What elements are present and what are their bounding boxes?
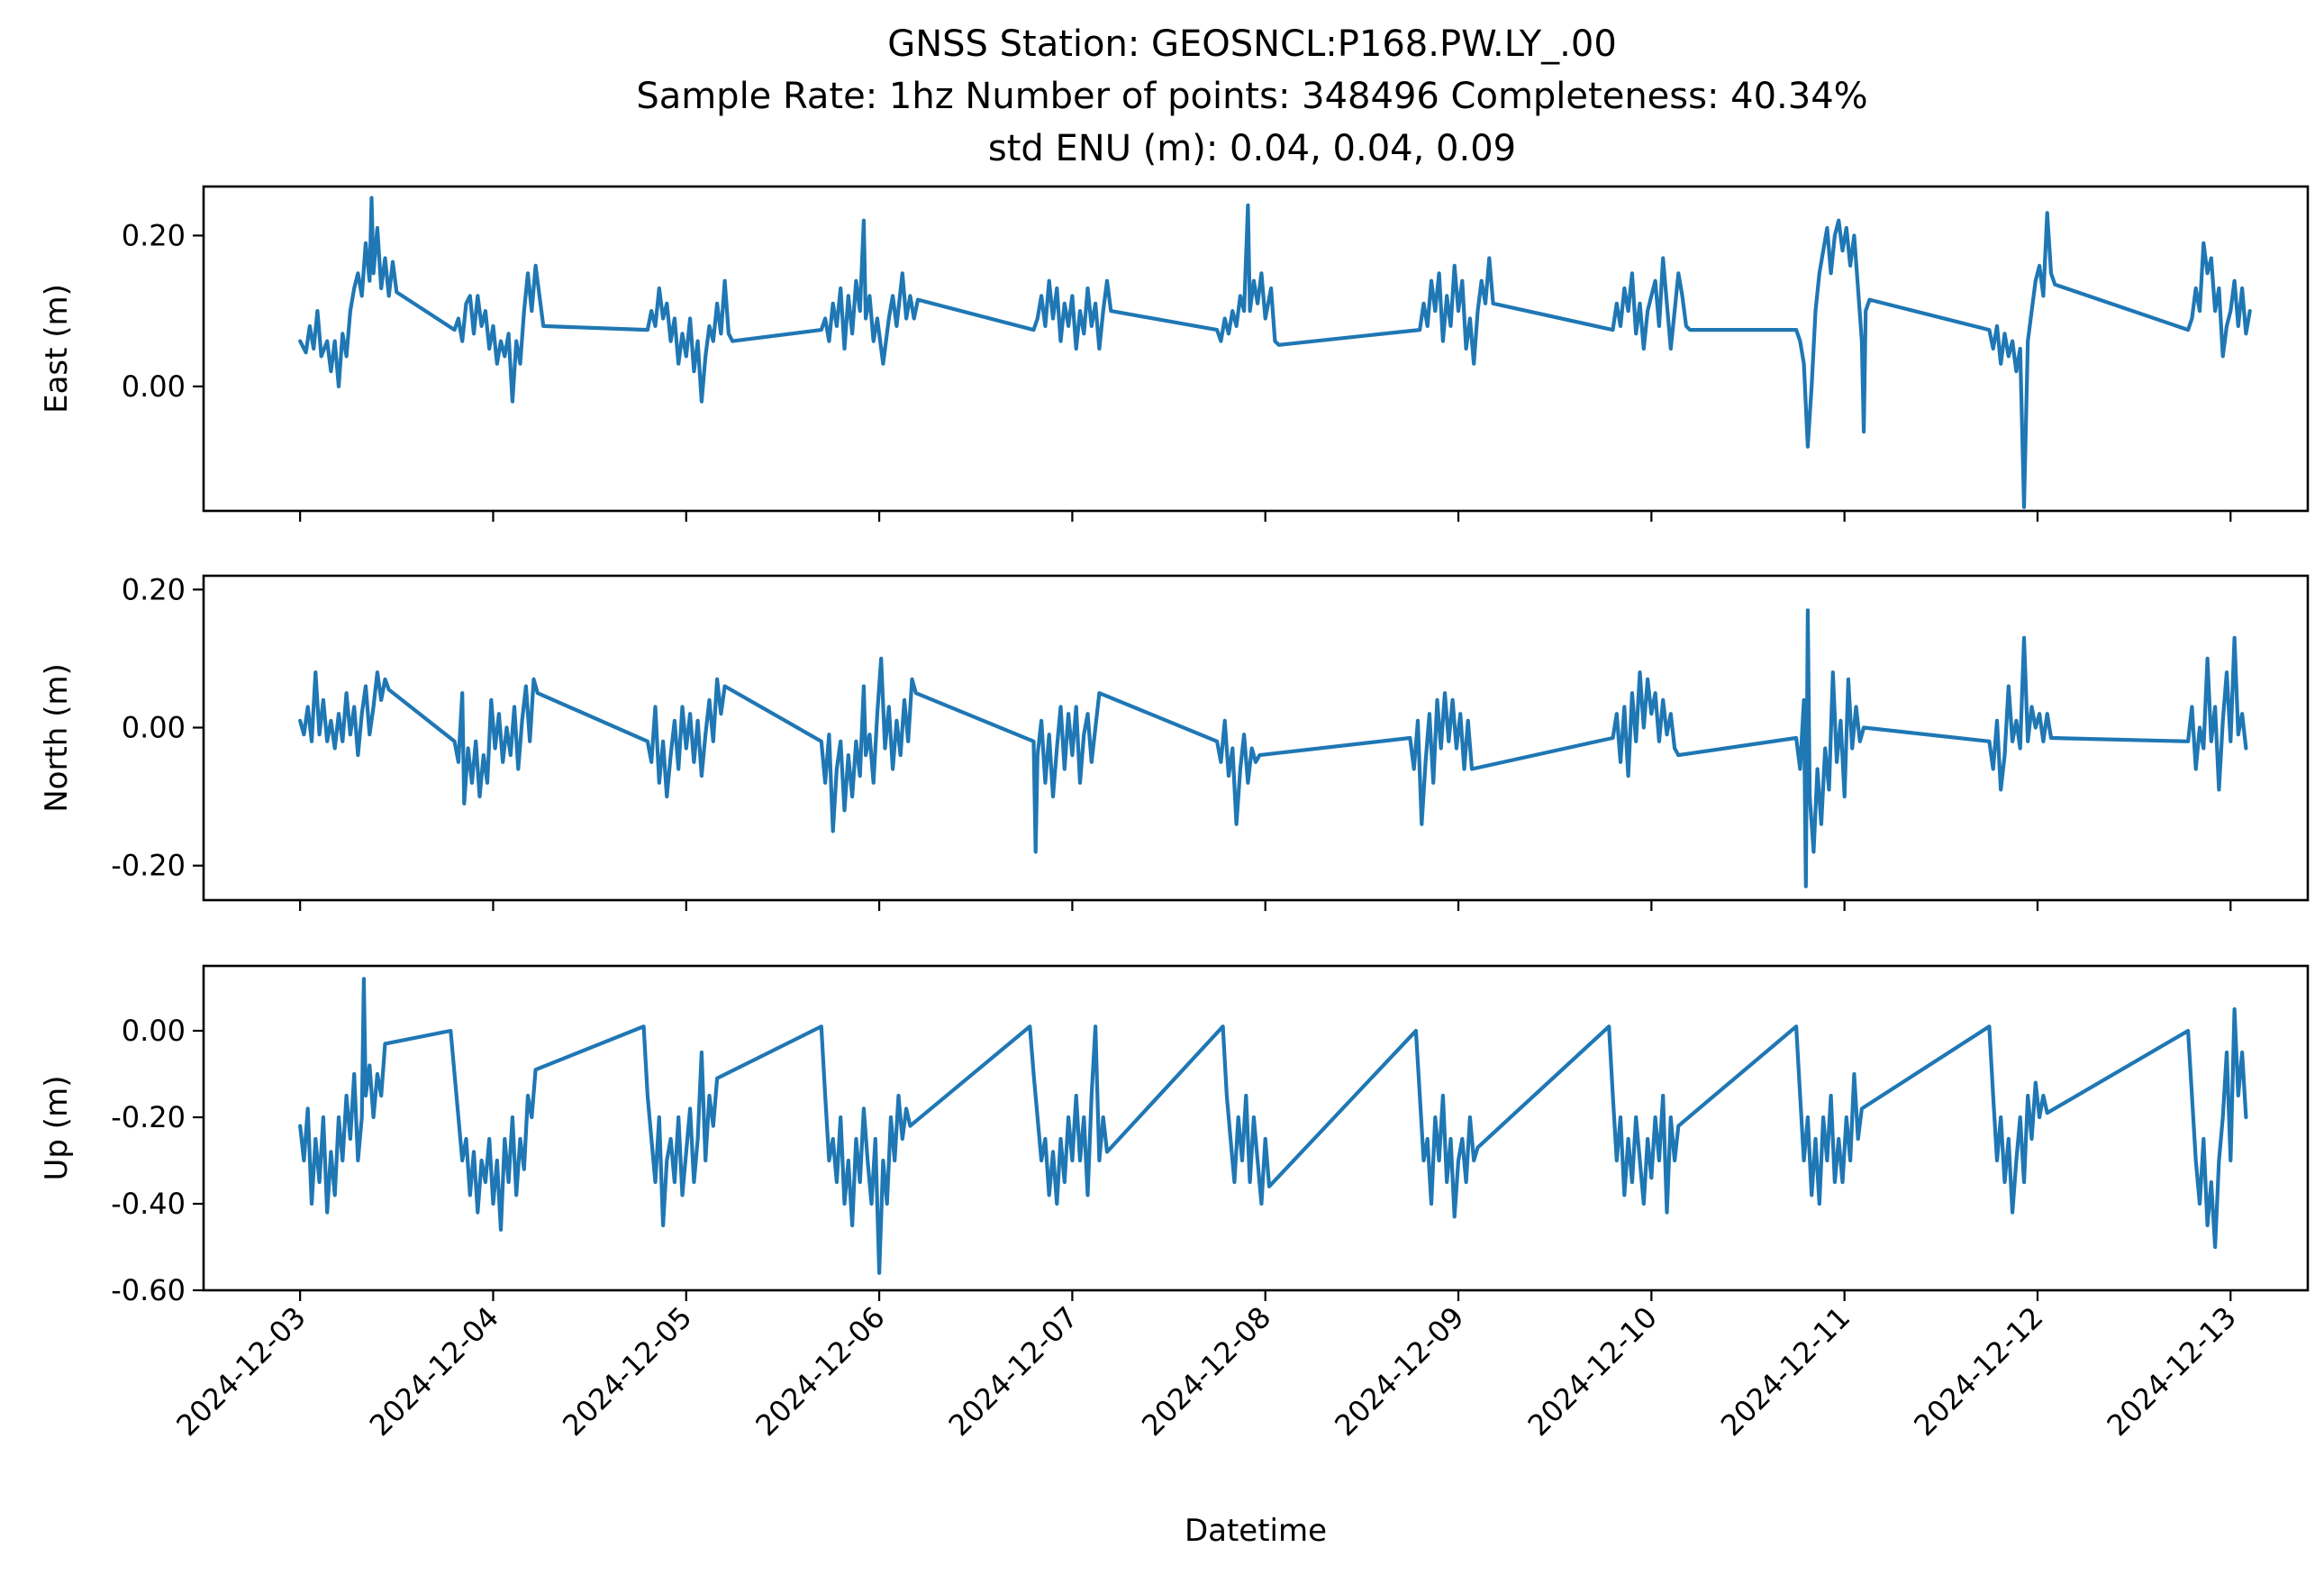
up-ytick-label: -0.20 [111, 1100, 186, 1134]
title-line-sample-rate: Sample Rate: 1hz Number of points: 34849… [636, 76, 1867, 117]
up-plot-area [298, 977, 2248, 1275]
north-panel: North (m) 0.20 0.00 -0.20 [39, 572, 2310, 911]
up-ylabel: Up (m) [39, 1076, 75, 1181]
north-ylabel: North (m) [39, 663, 75, 813]
north-plot-area [298, 608, 2248, 888]
north-axes-frame [202, 574, 2310, 902]
east-axes-frame [202, 185, 2310, 513]
north-ytick-label: 0.00 [122, 711, 186, 745]
figure-title: GNSS Station: GEOSNCL:P168.PW.LY_.00 Sam… [636, 23, 1867, 169]
title-line-std-enu: std ENU (m): 0.04, 0.04, 0.09 [988, 128, 1516, 169]
up-series-line [298, 977, 2248, 1275]
east-ytick-label: 0.20 [122, 218, 186, 252]
title-line-station: GNSS Station: GEOSNCL:P168.PW.LY_.00 [887, 23, 1617, 65]
up-ytick-label: 0.00 [122, 1014, 186, 1048]
east-series-line [298, 196, 2252, 509]
east-ytick-label: 0.00 [122, 369, 186, 404]
east-panel: East (m) 0.20 0.00 [39, 185, 2310, 522]
up-ytick-label: -0.60 [111, 1273, 186, 1307]
up-ytick-label: -0.40 [111, 1187, 186, 1221]
north-series-line [298, 608, 2248, 888]
up-axes-frame [202, 964, 2310, 1292]
north-ytick-label: 0.20 [122, 572, 186, 606]
east-plot-area [298, 196, 2252, 509]
north-ytick-label: -0.20 [111, 849, 186, 883]
east-ylabel: East (m) [39, 284, 75, 414]
xaxis-label: Datetime [1185, 1513, 1327, 1549]
